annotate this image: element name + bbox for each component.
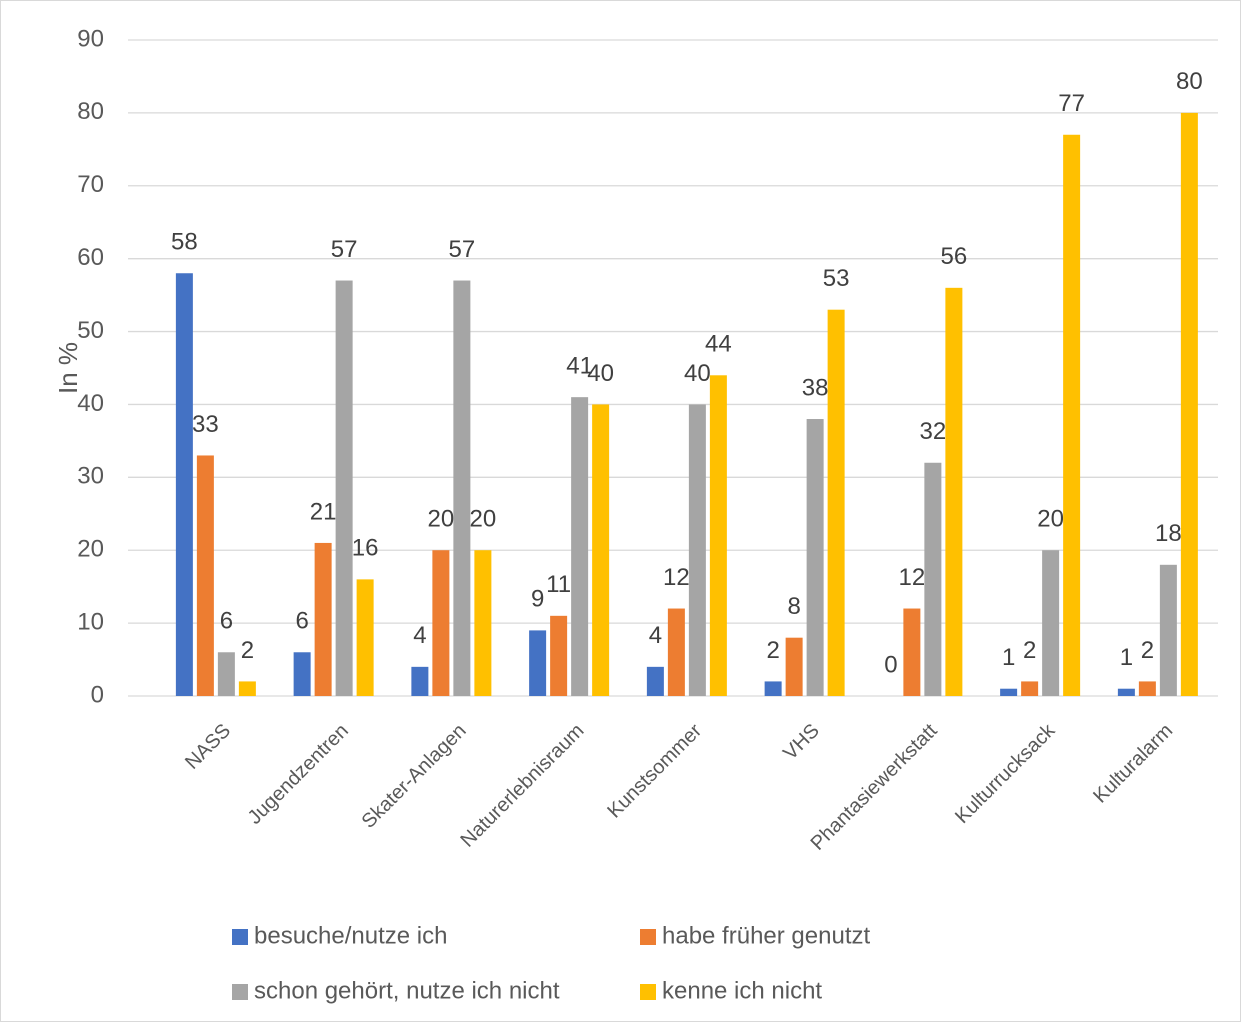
- legend-label: habe früher genutzt: [662, 922, 870, 949]
- bar: [709, 375, 727, 696]
- legend-label: schon gehört, nutze ich nicht: [254, 977, 560, 1004]
- bar: [293, 652, 311, 696]
- bar: [1042, 550, 1060, 696]
- data-label: 18: [1155, 520, 1182, 547]
- bar: [356, 579, 374, 696]
- bar: [196, 455, 214, 696]
- y-tick-label: 50: [77, 317, 104, 344]
- bar: [529, 630, 547, 696]
- y-tick-label: 20: [77, 536, 104, 563]
- bar: [1117, 688, 1135, 696]
- data-label: 21: [310, 498, 337, 525]
- bar: [1000, 688, 1018, 696]
- bar: [646, 666, 664, 696]
- data-label: 11: [546, 571, 571, 598]
- bar: [1159, 564, 1177, 696]
- data-label: 32: [920, 418, 947, 445]
- bar: [1180, 112, 1198, 696]
- data-label: 77: [1058, 90, 1085, 117]
- legend-swatch: [232, 929, 248, 945]
- bar: [411, 666, 429, 696]
- data-label: 33: [192, 411, 219, 438]
- bar: [474, 550, 492, 696]
- data-label: 53: [823, 265, 850, 292]
- data-label: 57: [449, 236, 476, 263]
- data-label: 2: [241, 637, 254, 664]
- bar: [592, 404, 610, 696]
- bar: [217, 652, 235, 696]
- bar: [785, 637, 803, 696]
- data-label: 2: [766, 637, 779, 664]
- data-label: 44: [705, 331, 732, 358]
- data-label: 12: [899, 564, 926, 591]
- data-label: 12: [663, 564, 690, 591]
- bar: [314, 542, 332, 696]
- data-label: 58: [171, 229, 198, 256]
- data-label: 41: [566, 352, 593, 379]
- data-label: 56: [941, 243, 968, 270]
- bar: [688, 404, 706, 696]
- y-tick-label: 90: [77, 25, 104, 52]
- bar: [667, 608, 685, 696]
- bar: [571, 397, 589, 696]
- bar: [945, 287, 963, 696]
- data-label: 1: [1002, 644, 1015, 671]
- y-tick-label: 30: [77, 463, 104, 490]
- data-label: 20: [470, 506, 497, 533]
- bar: [453, 280, 471, 696]
- data-label: 0: [884, 651, 897, 678]
- data-label: 1: [1120, 644, 1133, 671]
- legend-swatch: [640, 984, 656, 1000]
- bar: [1138, 681, 1156, 696]
- y-tick-label: 60: [77, 244, 104, 271]
- bar: [764, 681, 782, 696]
- data-label: 8: [787, 593, 800, 620]
- bar: [1021, 681, 1039, 696]
- data-label: 2: [1023, 637, 1036, 664]
- bar: [806, 419, 824, 696]
- bar: [432, 550, 450, 696]
- y-axis-label: In %: [53, 342, 83, 394]
- legend-swatch: [640, 929, 656, 945]
- y-tick-label: 10: [77, 608, 104, 635]
- data-label: 16: [352, 535, 379, 562]
- data-label: 2: [1141, 637, 1154, 664]
- bar: [827, 309, 845, 696]
- data-label: 57: [331, 236, 358, 263]
- y-tick-label: 80: [77, 98, 104, 125]
- bar: [903, 608, 921, 696]
- data-label: 38: [802, 374, 829, 401]
- legend-label: kenne ich nicht: [662, 977, 822, 1004]
- y-tick-label: 40: [77, 390, 104, 417]
- data-label: 4: [413, 622, 426, 649]
- bar: [175, 273, 193, 696]
- bar: [924, 462, 942, 696]
- legend-label: besuche/nutze ich: [254, 922, 447, 949]
- bar: [238, 681, 256, 696]
- data-label: 40: [684, 360, 711, 387]
- data-label: 80: [1176, 68, 1203, 95]
- data-label: 6: [295, 608, 308, 635]
- data-label: 20: [1037, 506, 1064, 533]
- bar: [1063, 134, 1081, 696]
- bar: [335, 280, 353, 696]
- data-label: 6: [220, 608, 233, 635]
- y-tick-label: 0: [91, 681, 104, 708]
- data-label: 9: [531, 586, 544, 613]
- legend-swatch: [232, 984, 248, 1000]
- data-label: 40: [587, 360, 614, 387]
- data-label: 20: [428, 506, 455, 533]
- bar: [550, 615, 568, 696]
- y-tick-label: 70: [77, 171, 104, 198]
- data-label: 4: [649, 622, 662, 649]
